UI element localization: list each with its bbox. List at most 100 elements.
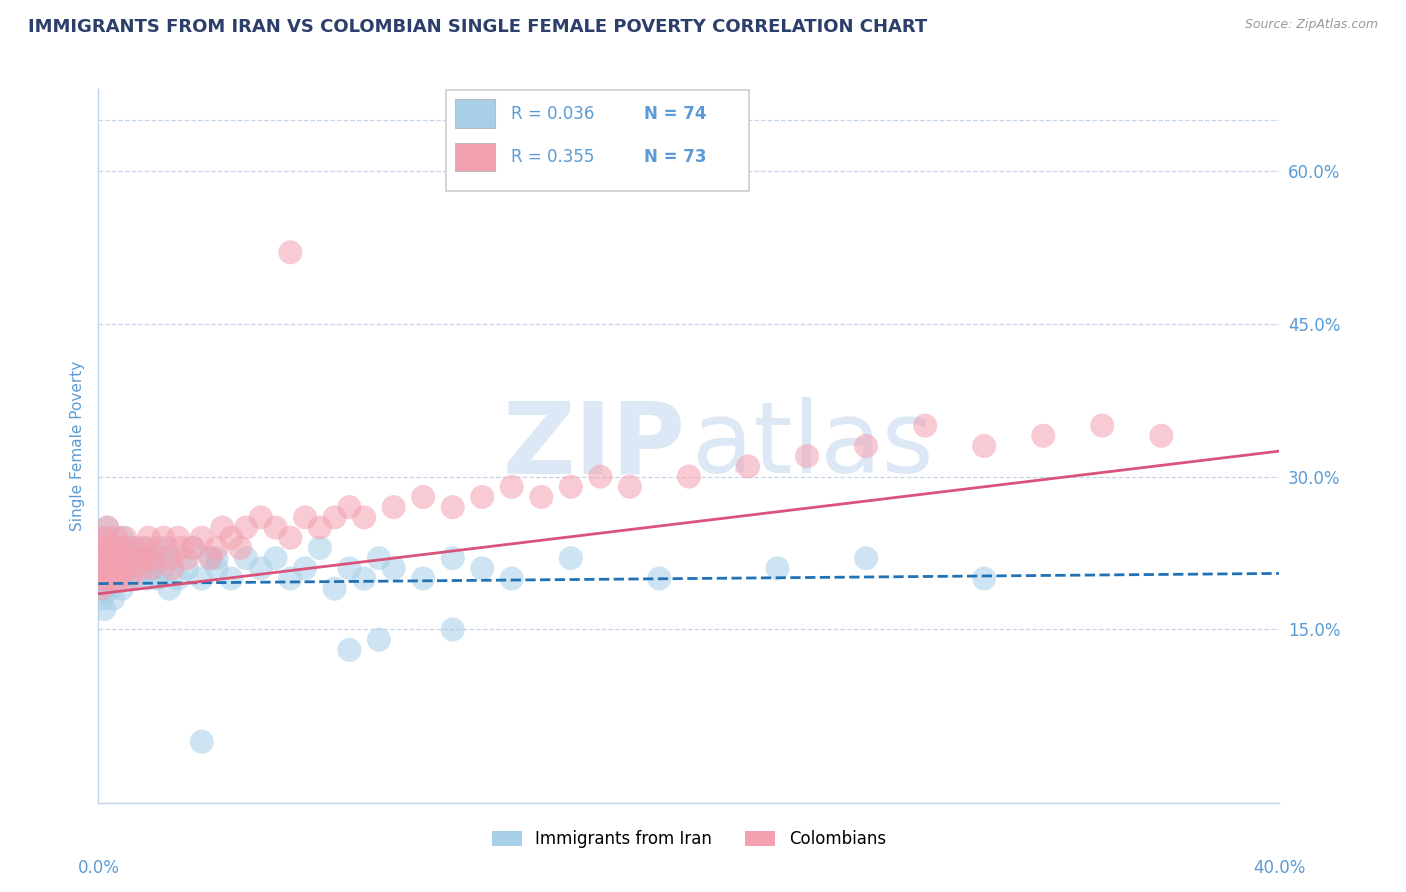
Point xyxy=(120,561,142,575)
FancyBboxPatch shape xyxy=(456,99,495,128)
Point xyxy=(93,572,115,586)
Point xyxy=(98,582,121,596)
Point xyxy=(167,572,190,586)
Point xyxy=(441,623,464,637)
Point xyxy=(103,541,125,555)
Point xyxy=(103,572,125,586)
Point xyxy=(105,541,128,555)
Point xyxy=(117,561,139,575)
Point xyxy=(323,510,346,524)
Point xyxy=(93,531,115,545)
Point xyxy=(205,561,228,575)
Point xyxy=(117,551,139,566)
Point xyxy=(114,551,136,566)
Point xyxy=(103,591,125,606)
Point xyxy=(157,582,180,596)
Point xyxy=(501,480,523,494)
Point xyxy=(146,541,169,555)
Point xyxy=(471,561,494,575)
Point xyxy=(294,561,316,575)
Point xyxy=(412,572,434,586)
Point xyxy=(96,551,118,566)
Point xyxy=(122,541,145,555)
Point xyxy=(280,572,302,586)
Point xyxy=(138,572,160,586)
Point xyxy=(737,459,759,474)
Point xyxy=(98,572,121,586)
Point xyxy=(93,551,115,566)
Point xyxy=(108,551,131,566)
Point xyxy=(108,551,131,566)
Point xyxy=(135,541,157,555)
Point xyxy=(146,572,169,586)
Point xyxy=(90,531,112,545)
Point xyxy=(90,591,112,606)
Point xyxy=(132,541,155,555)
Point xyxy=(205,551,228,566)
Point xyxy=(132,561,155,575)
Point xyxy=(914,418,936,433)
Point xyxy=(98,541,121,555)
Point xyxy=(114,531,136,545)
Point xyxy=(108,572,131,586)
Point xyxy=(191,572,214,586)
Point xyxy=(648,572,671,586)
Text: R = 0.036: R = 0.036 xyxy=(510,105,595,123)
Point xyxy=(176,561,198,575)
Point xyxy=(796,449,818,463)
Point xyxy=(93,561,115,575)
Point xyxy=(103,551,125,566)
Point xyxy=(96,520,118,534)
Point xyxy=(339,500,361,515)
Point xyxy=(114,541,136,555)
Point xyxy=(1032,429,1054,443)
Point xyxy=(589,469,612,483)
Point xyxy=(128,551,150,566)
Point xyxy=(250,510,273,524)
Point xyxy=(162,561,183,575)
Point xyxy=(264,520,287,534)
Text: 0.0%: 0.0% xyxy=(77,859,120,877)
Point xyxy=(501,572,523,586)
Point xyxy=(250,561,273,575)
Text: Source: ZipAtlas.com: Source: ZipAtlas.com xyxy=(1244,18,1378,31)
Text: R = 0.355: R = 0.355 xyxy=(510,148,595,166)
Point xyxy=(560,551,582,566)
Point xyxy=(157,551,180,566)
Point xyxy=(353,510,375,524)
Point xyxy=(205,541,228,555)
Point xyxy=(111,531,134,545)
Point xyxy=(221,531,243,545)
Point xyxy=(90,541,112,555)
Point xyxy=(181,541,204,555)
Point xyxy=(96,572,118,586)
Point xyxy=(108,572,131,586)
Legend: Immigrants from Iran, Colombians: Immigrants from Iran, Colombians xyxy=(485,824,893,855)
Point xyxy=(96,541,118,555)
Point xyxy=(117,572,139,586)
Point xyxy=(200,551,222,566)
Point xyxy=(1091,418,1114,433)
Point xyxy=(155,541,177,555)
Point xyxy=(353,572,375,586)
Point xyxy=(441,500,464,515)
Point xyxy=(122,541,145,555)
Point xyxy=(235,520,257,534)
Text: N = 73: N = 73 xyxy=(644,148,706,166)
Point xyxy=(280,531,302,545)
Point xyxy=(98,551,121,566)
Point xyxy=(323,582,346,596)
Point xyxy=(141,561,163,575)
Point xyxy=(412,490,434,504)
Point xyxy=(339,643,361,657)
Point xyxy=(152,561,174,575)
Point xyxy=(170,541,193,555)
Point xyxy=(125,551,148,566)
Point xyxy=(98,561,121,575)
Point xyxy=(105,561,128,575)
Point xyxy=(181,541,204,555)
Point xyxy=(235,551,257,566)
Point xyxy=(619,480,641,494)
Point xyxy=(280,245,302,260)
Point xyxy=(855,551,877,566)
